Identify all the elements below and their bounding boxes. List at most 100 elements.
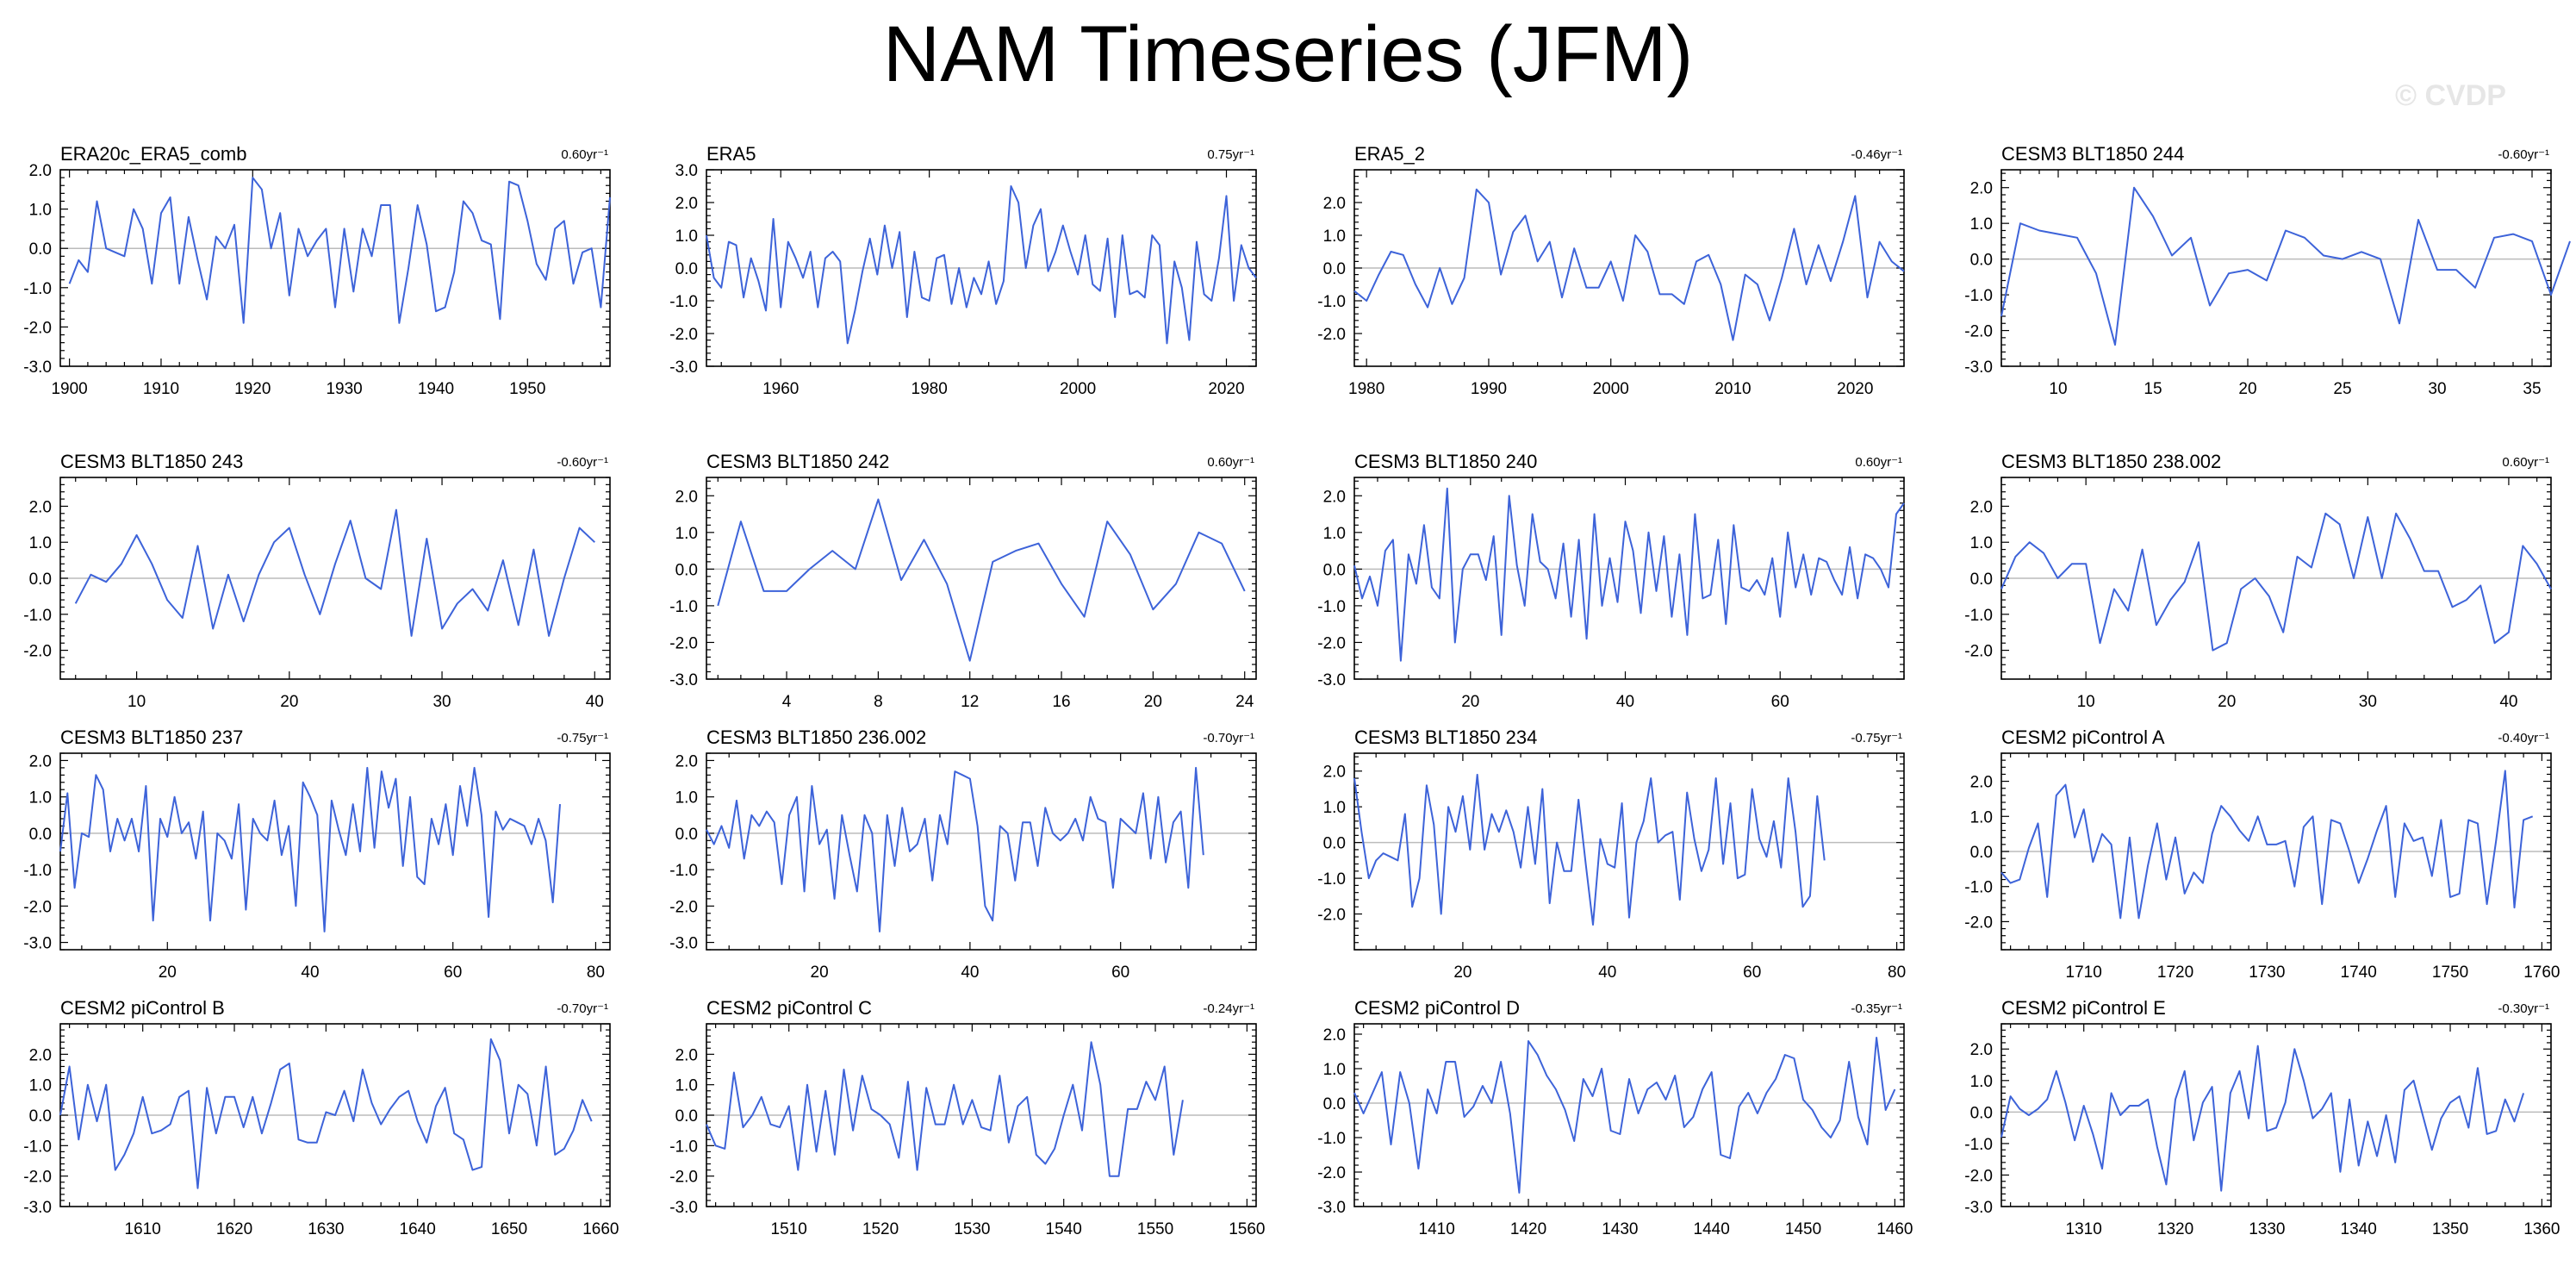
plot-frame [1353,752,1905,951]
x-tick-label: 1340 [2341,1220,2377,1238]
x-tick-label: 1720 [2157,964,2193,982]
plot-frame [2000,169,2552,367]
x-tick-label: 40 [2499,693,2517,711]
panel-title: CESM2 piControl E [2001,997,2166,1019]
y-tick-label: -2.0 [1964,643,1993,661]
y-tick-label: 0.0 [675,561,698,579]
series-line [59,1038,593,1189]
x-tick-label: 40 [1598,964,1616,982]
y-tick-label: 2.0 [29,1046,52,1064]
x-tick-label: 1530 [954,1220,990,1238]
panel-title: CESM3 BLT1850 244 [2001,143,2184,165]
y-tick-label: 1.0 [1970,1073,1993,1091]
plot-frame [59,169,611,367]
x-tick-label: 1420 [1510,1220,1546,1238]
trend-label: 0.60yr⁻¹ [1855,455,1902,470]
x-tick-label: 1660 [582,1220,619,1238]
x-tick-label: 10 [128,693,146,711]
x-tick-label: 1990 [1471,380,1507,398]
y-tick-label: -3.0 [23,359,52,377]
x-tick-label: 2020 [1208,380,1244,398]
x-tick-label: 1950 [509,380,545,398]
y-tick-label: -3.0 [1964,359,1993,377]
y-tick-label: 2.0 [1970,498,1993,516]
y-tick-label: 0.0 [1323,561,1346,579]
y-tick-label: 1.0 [1323,525,1346,543]
y-tick-label: -2.0 [1317,326,1346,344]
series-line [706,1041,1184,1177]
series-line [717,498,1246,662]
y-tick-label: -2.0 [669,1169,698,1187]
plot-frame [2000,1023,2552,1207]
x-tick-label: 30 [2428,380,2446,398]
chart-panel-11: -2.0 -1.0 0.0 1.0 2.0 20 40 60 80 CESM3 BLT1850 2… [1317,727,1906,982]
x-tick-label: 1560 [1229,1220,1265,1238]
y-tick-label: 1.0 [675,228,698,246]
chart-panel-15: -3.0 -2.0 -1.0 0.0 1.0 2.0 1410 1420 1430 1440 145… [1317,997,1913,1238]
series-line [706,185,1257,345]
x-tick-label: 60 [1111,964,1129,982]
x-tick-label: 24 [1235,693,1254,711]
x-tick-label: 1620 [216,1220,252,1238]
x-tick-label: 1450 [1785,1220,1821,1238]
x-tick-label: 1460 [1876,1220,1913,1238]
y-tick-label: 1.0 [29,534,52,552]
y-tick-label: -3.0 [23,935,52,953]
panel-title: CESM2 piControl B [60,997,225,1019]
y-tick-label: 0.0 [29,240,52,259]
x-tick-label: 30 [432,693,451,711]
y-tick-label: 0.0 [675,826,698,844]
y-tick-label: -3.0 [669,671,698,689]
x-tick-label: 25 [2333,380,2351,398]
y-tick-label: 1.0 [1323,228,1346,246]
x-tick-label: 60 [444,964,462,982]
y-tick-label: -1.0 [23,280,52,298]
x-tick-label: 20 [811,964,829,982]
y-tick-label: -1.0 [23,862,52,880]
y-tick-label: 2.0 [1970,774,1993,792]
y-tick-label: -2.0 [1317,1164,1346,1182]
y-tick-label: -1.0 [23,1138,52,1156]
series-line [59,766,561,932]
x-tick-label: 1980 [1348,380,1384,398]
plot-frame [706,477,1257,680]
x-tick-label: 10 [2077,693,2095,711]
y-tick-label: -1.0 [1317,293,1346,311]
x-tick-label: 20 [1453,964,1472,982]
chart-panel-1: -3.0 -2.0 -1.0 0.0 1.0 2.0 1900 1910 1920 1930 194… [23,143,611,398]
trend-label: -0.70yr⁻¹ [557,1001,608,1016]
y-tick-label: -1.0 [1964,879,1993,897]
trend-label: 0.60yr⁻¹ [1207,455,1254,470]
y-tick-label: -2.0 [23,1169,52,1187]
x-tick-label: 1520 [862,1220,899,1238]
series-line [68,177,611,324]
y-tick-label: 1.0 [675,525,698,543]
watermark-label: © CVDP [2395,79,2506,112]
x-tick-label: 12 [961,693,979,711]
y-tick-label: -3.0 [669,1199,698,1217]
panel-title: CESM3 BLT1850 238.002 [2001,451,2221,472]
x-tick-label: 1760 [2523,964,2560,982]
y-tick-label: -2.0 [1964,914,1993,932]
y-tick-label: -3.0 [1317,1199,1346,1217]
y-tick-label: -3.0 [669,359,698,377]
x-tick-label: 1650 [491,1220,527,1238]
chart-panel-7: -3.0 -2.0 -1.0 0.0 1.0 2.0 20 40 60 CESM3 BLT1850… [1317,451,1905,711]
chart-panel-12: -2.0 -1.0 0.0 1.0 2.0 1710 1720 1730 1740 1750 176… [1964,727,2560,982]
y-tick-label: 0.0 [29,826,52,844]
y-tick-label: 2.0 [29,498,52,516]
y-tick-label: 1.0 [1970,534,1993,552]
y-tick-label: -2.0 [1317,907,1346,925]
series-line [74,508,595,637]
y-tick-label: 0.0 [29,1107,52,1126]
y-tick-label: -1.0 [1317,598,1346,616]
x-tick-label: 1930 [326,380,362,398]
x-tick-label: 1540 [1046,1220,1082,1238]
y-tick-label: 1.0 [675,1077,698,1095]
plot-frame [1353,1023,1905,1207]
chart-panel-6: -3.0 -2.0 -1.0 0.0 1.0 2.0 4 8 12 16 20 24 CESM3 BLT… [669,451,1257,711]
x-tick-label: 80 [587,964,605,982]
y-tick-label: 0.0 [1970,844,1993,862]
panel-title: CESM2 piControl C [706,997,872,1019]
x-tick-label: 20 [2238,380,2256,398]
